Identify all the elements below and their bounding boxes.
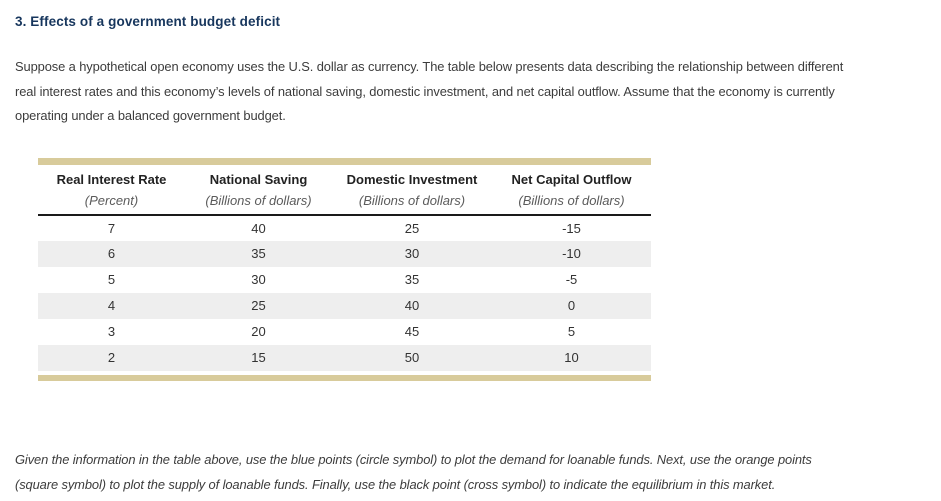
column-header-label: Domestic Investment: [346, 171, 478, 187]
table-cell: 5: [567, 324, 576, 339]
intro-line-1: Suppose a hypothetical open economy uses…: [15, 59, 844, 74]
table-cell: 6: [107, 246, 116, 261]
table-header: Real Interest Rate (Percent) National Sa…: [38, 164, 651, 216]
table-cell: 15: [251, 350, 266, 365]
table-cell: 50: [404, 350, 420, 365]
table-cell: 3: [107, 324, 116, 339]
table-cell: 40: [404, 298, 420, 313]
table-cell: 10: [564, 350, 579, 365]
column-header-label: Net Capital Outflow: [511, 171, 632, 187]
column-header-sublabel: (Percent): [84, 192, 139, 208]
instructions-line-2: (square symbol) to plot the supply of lo…: [15, 476, 776, 492]
table-row: 4 25 40 0: [38, 292, 651, 319]
table-cell: 25: [404, 220, 420, 236]
column-header-real-interest-rate: Real Interest Rate (Percent): [38, 164, 185, 216]
column-header-label: Real Interest Rate: [56, 171, 167, 187]
table-cell: 35: [251, 246, 266, 261]
table-cell: 4: [107, 298, 116, 313]
table-cell: 45: [404, 324, 420, 339]
table-top-accent-bar: [38, 157, 651, 165]
table-row: 2 15 50 10: [38, 344, 651, 371]
data-table: Real Interest Rate (Percent) National Sa…: [38, 157, 651, 381]
column-header-domestic-investment: Domestic Investment (Billions of dollars…: [332, 164, 492, 216]
column-header-label: National Saving: [209, 171, 308, 187]
interest-rate-table: Real Interest Rate (Percent) National Sa…: [38, 164, 651, 371]
plot-instructions-paragraph: Given the information in the table above…: [15, 447, 926, 497]
question-title: 3. Effects of a government budget defici…: [15, 14, 281, 29]
table-body: 7 40 25 -15 6 35 30 -10 5 30 35 -5: [38, 215, 651, 371]
column-header-sublabel: (Billions of dollars): [358, 192, 466, 208]
column-header-net-capital-outflow: Net Capital Outflow (Billions of dollars…: [492, 164, 651, 216]
table-cell: 30: [404, 246, 420, 261]
intro-paragraph: Suppose a hypothetical open economy uses…: [15, 55, 926, 129]
table-row: 3 20 45 5: [38, 319, 651, 345]
table-cell: -15: [562, 220, 581, 236]
table-cell: 20: [251, 324, 266, 339]
column-header-sublabel: (Billions of dollars): [518, 192, 625, 208]
column-header-sublabel: (Billions of dollars): [205, 192, 312, 208]
intro-line-2: real interest rates and this economy’s l…: [15, 83, 835, 99]
table-cell: 0: [567, 298, 576, 313]
table-cell: 35: [404, 272, 420, 287]
table-cell: 25: [251, 298, 266, 313]
table-cell: -5: [565, 272, 578, 287]
table-row: 5 30 35 -5: [38, 267, 651, 293]
table-cell: 30: [251, 272, 266, 287]
table-cell: 2: [107, 350, 116, 365]
column-header-national-saving: National Saving (Billions of dollars): [185, 164, 332, 216]
table-cell: 5: [107, 272, 116, 287]
table-row: 7 40 25 -15: [38, 215, 651, 241]
table-row: 6 35 30 -10: [38, 240, 651, 267]
instructions-line-1: Given the information in the table above…: [15, 451, 812, 467]
table-cell: 40: [251, 220, 266, 236]
table-cell: -10: [562, 246, 581, 261]
table-cell: 7: [107, 220, 116, 236]
intro-line-3: operating under a balanced government bu…: [15, 108, 286, 123]
table-bottom-accent-bar: [38, 374, 651, 381]
